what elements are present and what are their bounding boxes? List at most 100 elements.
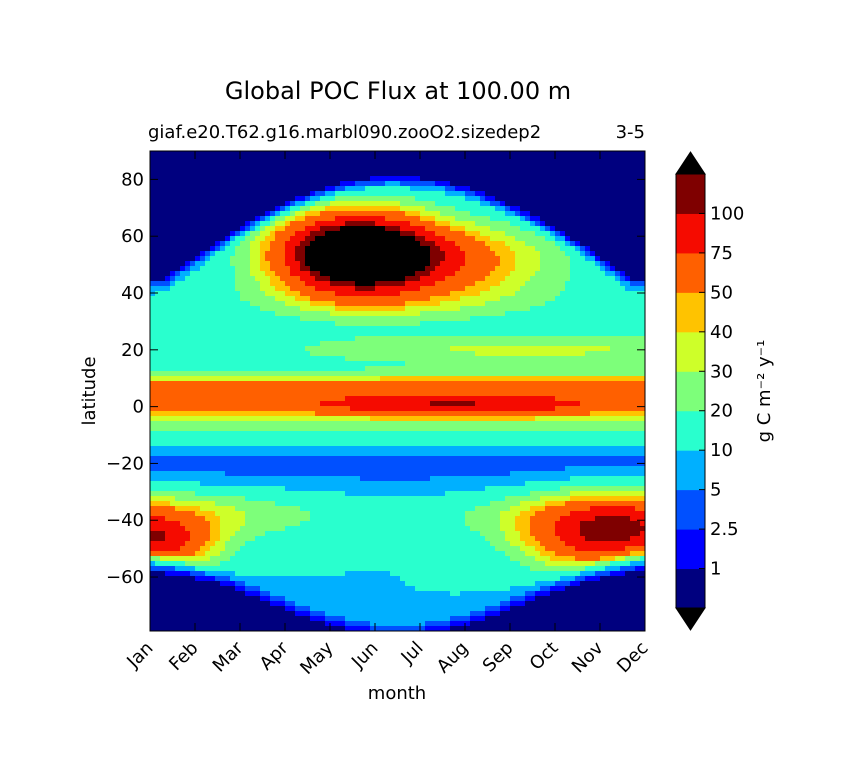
field-cell [545,501,566,507]
field-cell [500,606,511,612]
field-cell [230,241,241,247]
field-cell [495,251,516,257]
field-cell [525,281,566,287]
field-cell [595,516,631,522]
field-cell [380,376,645,382]
field-cell [150,216,256,222]
field-cell [385,226,401,232]
colorbar-tick-label: 1 [710,559,721,580]
field-cell [545,226,551,232]
field-cell [500,296,556,302]
field-cell [230,556,511,562]
field-cell [490,201,501,207]
field-cell [335,306,406,312]
field-cell [260,266,271,272]
field-cell [355,286,376,292]
field-cell [510,556,536,562]
field-cell [150,546,181,552]
field-cell [230,256,251,262]
field-cell [525,216,531,222]
field-cell [575,241,581,247]
field-cell [235,586,246,592]
field-cell [470,526,501,532]
field-cell [150,391,645,397]
field-cell [510,606,645,612]
field-cell [585,351,645,357]
field-cell [150,356,346,362]
field-cell [240,296,276,302]
field-cell [150,411,316,417]
field-cell [465,511,501,517]
field-cell [465,226,491,232]
field-cell [530,276,571,282]
field-cell [310,191,316,197]
field-cell [290,206,301,212]
field-cell [150,206,276,212]
field-cell [295,256,306,262]
field-cell [450,616,471,622]
x-tick-label: May [296,637,337,678]
field-cell [560,536,586,542]
field-cell [260,261,271,267]
field-cell [150,461,645,467]
field-cell [555,531,581,537]
field-cell [235,281,261,287]
field-cell [490,271,511,277]
field-cell [200,256,206,262]
field-cell [370,416,536,422]
field-cell [450,346,611,352]
colorbar-extend-bottom [675,607,706,631]
field-cell [625,571,645,577]
field-cell [285,216,296,222]
field-cell [275,296,296,302]
field-cell [150,521,181,527]
field-cell [270,596,286,602]
x-tick-label: Dec [613,638,652,677]
field-cell [240,546,496,552]
field-cell [320,226,341,232]
field-cell [220,526,241,532]
field-cell [570,496,645,502]
field-cell [430,296,461,302]
field-cell [150,196,296,202]
field-cell [365,186,411,192]
field-cell [535,221,541,227]
field-cell [295,201,306,207]
field-cell [605,266,611,272]
field-cell [430,251,446,257]
field-cell [150,306,261,312]
field-cell [285,221,291,227]
field-cell [265,216,271,222]
field-cell [300,306,336,312]
colorbar: 1 2.5 5 10 20 30 40 50 75 100 [675,151,744,631]
field-cell [525,601,645,607]
field-cell [190,531,211,537]
field-cell [300,316,471,322]
field-cell [150,626,346,631]
field-cell [580,251,586,257]
field-cell [280,276,301,282]
field-cell [265,271,276,277]
field-cell [360,476,431,482]
field-cell [580,401,645,407]
field-cell [270,241,286,247]
field-cell [150,556,161,562]
field-cell [445,251,466,257]
field-cell [335,291,401,297]
field-cell [285,261,301,267]
field-cell [580,241,645,247]
field-cell [490,226,521,232]
field-cell [205,571,236,577]
field-cell [335,186,346,192]
field-cell [170,276,176,282]
field-cell [150,531,166,537]
field-cell [620,281,631,287]
field-cell [485,606,501,612]
field-cell [305,226,321,232]
field-cell [600,256,645,262]
field-cell [150,211,266,217]
field-cell [435,216,456,222]
field-cell [470,211,506,217]
field-cell [330,276,406,282]
field-cell [415,586,511,592]
